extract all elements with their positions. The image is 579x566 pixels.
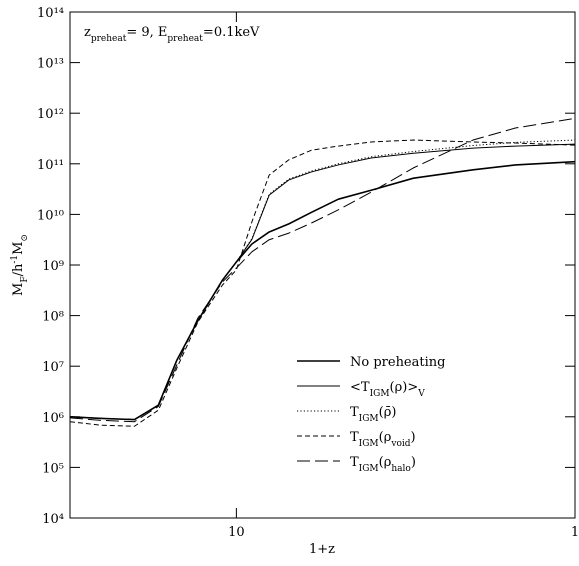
legend-label: TIGM(ρvoid) — [350, 430, 416, 449]
y-tick-label: 10⁹ — [42, 259, 64, 274]
legend-label-part: IGM — [359, 439, 379, 449]
legend-label-part: ) — [411, 455, 416, 470]
legend-label-part: halo — [391, 464, 410, 474]
y-tick-label: 10¹⁰ — [37, 208, 64, 223]
legend-label: TIGM(ρhalo) — [350, 455, 416, 474]
series-line — [69, 117, 576, 423]
legend-label-part: No preheating — [350, 355, 445, 370]
series-line — [69, 160, 576, 421]
annotation-part: =0.1keV — [203, 25, 260, 40]
legend-label-part: IGM — [359, 464, 379, 474]
legend-label-part: IGM — [359, 414, 379, 424]
legend-label-part: (ρ — [379, 430, 392, 445]
legend-label-part: ) — [411, 430, 416, 445]
y-axis-label-part: F — [20, 276, 30, 282]
legend-label-part: (ρ)> — [390, 380, 419, 395]
y-tick-label: 10⁴ — [42, 512, 64, 527]
y-tick-label: 10⁸ — [42, 310, 64, 325]
y-axis-label-part: -1 — [10, 255, 20, 264]
y-axis-label-part: ⊙ — [20, 234, 30, 242]
legend-label-part: (ρ — [379, 455, 392, 470]
x-tick-label: 10 — [228, 525, 245, 540]
annotation-part: = 9, E — [126, 25, 167, 40]
legend-label: TIGM(ρ̄) — [350, 405, 396, 424]
y-tick-label: 10⁷ — [42, 360, 64, 375]
x-tick-label: 1 — [571, 525, 579, 540]
legend-label-part: void — [390, 439, 410, 449]
legend-label-part: <T — [350, 380, 370, 395]
legend-label: No preheating — [350, 355, 445, 370]
y-axis-label-part: M — [11, 242, 26, 255]
plot-frame — [69, 11, 576, 519]
y-axis-label-part: M — [11, 283, 26, 296]
series-line — [69, 139, 576, 421]
y-axis-label: MF/h-1M⊙ — [10, 234, 30, 296]
legend-label-part: (ρ̄) — [379, 405, 397, 420]
y-tick-label: 10⁶ — [42, 411, 64, 426]
y-tick-label: 10¹³ — [37, 57, 64, 72]
y-tick-label: 10¹² — [37, 107, 64, 122]
annotation-part: z — [84, 25, 91, 40]
series-line — [69, 143, 576, 421]
legend-label-part: T — [350, 430, 359, 445]
annotation-part: preheat — [167, 34, 203, 44]
legend-label-part: T — [350, 455, 359, 470]
y-tick-label: 10⁵ — [42, 461, 64, 476]
y-axis-label-part: /h — [11, 263, 26, 276]
legend-label: <TIGM(ρ)>V — [350, 380, 425, 399]
series-line — [69, 139, 576, 427]
x-axis-label: 1+z — [309, 542, 335, 557]
legend-label-part: T — [350, 405, 359, 420]
annotation-part: preheat — [91, 34, 127, 44]
legend-label-part: V — [417, 389, 425, 399]
legend-label-part: IGM — [370, 389, 390, 399]
annotation: zpreheat= 9, Epreheat=0.1keV — [84, 25, 260, 44]
y-tick-label: 10¹¹ — [37, 158, 64, 173]
y-tick-label: 10¹⁴ — [37, 6, 64, 21]
